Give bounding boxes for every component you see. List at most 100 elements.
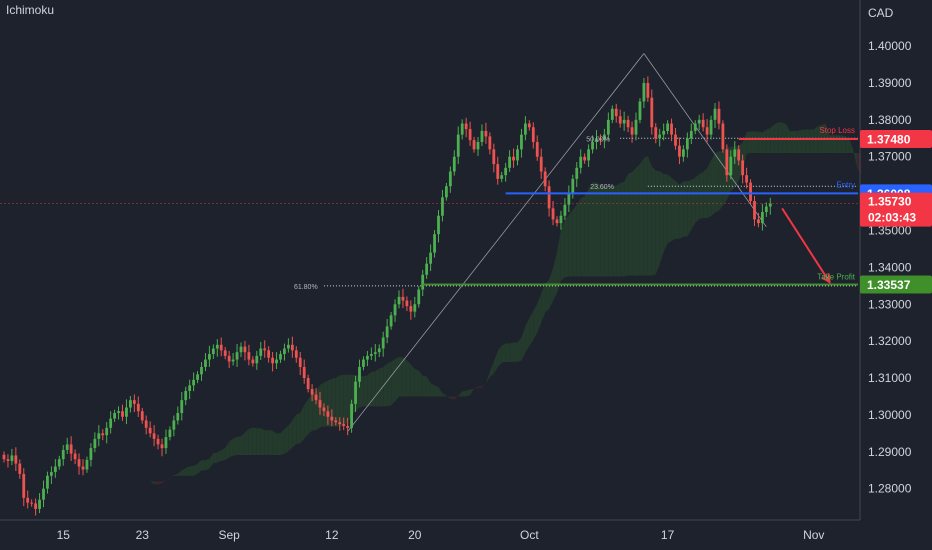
cloud-segment bbox=[667, 174, 672, 244]
cloud-segment bbox=[497, 345, 502, 368]
candle-body bbox=[255, 355, 259, 364]
candle-body bbox=[101, 433, 105, 436]
cloud-segment bbox=[687, 179, 692, 237]
candle-body bbox=[500, 175, 504, 179]
cloud-segment bbox=[485, 371, 490, 384]
candle-body bbox=[543, 171, 547, 187]
candle-body bbox=[342, 424, 346, 426]
cloud-segment bbox=[695, 173, 700, 223]
candle-body bbox=[30, 502, 34, 504]
candle-body bbox=[366, 355, 369, 360]
candle-body bbox=[417, 289, 421, 305]
price-tick-label: 1.33000 bbox=[868, 297, 912, 311]
cloud-segment bbox=[541, 283, 546, 323]
candle-body bbox=[377, 348, 381, 353]
cloud-segment bbox=[809, 129, 814, 154]
bar-countdown: 02:03:43 bbox=[868, 211, 916, 225]
candle-body bbox=[448, 171, 452, 187]
cloud-segment bbox=[600, 185, 605, 277]
candle-body bbox=[452, 156, 456, 172]
candle-body bbox=[330, 416, 334, 421]
candle-body bbox=[283, 348, 286, 355]
cloud-segment bbox=[177, 470, 182, 476]
candle-body bbox=[662, 130, 666, 135]
candle-body bbox=[65, 444, 69, 450]
cloud-segment bbox=[241, 432, 245, 455]
cloud-segment bbox=[845, 136, 850, 154]
candle-body bbox=[129, 400, 132, 408]
candle-body bbox=[42, 488, 45, 500]
time-axis[interactable]: 15 23 Sep 12 20 Oct 17 Nov bbox=[57, 528, 825, 542]
cloud-segment bbox=[189, 465, 194, 476]
candle-body bbox=[279, 354, 282, 360]
candle-body bbox=[476, 141, 480, 150]
fib-swing-line-down bbox=[643, 53, 767, 228]
stop-loss-label: Stop Loss bbox=[819, 126, 855, 135]
cloud-segment bbox=[331, 378, 336, 427]
candle-body bbox=[14, 455, 18, 464]
indicator-label[interactable]: Ichimoku bbox=[6, 3, 54, 17]
candle-body bbox=[259, 348, 263, 356]
cloud-segment bbox=[537, 293, 542, 333]
cloud-segment bbox=[466, 389, 471, 397]
candle-body bbox=[61, 449, 65, 460]
cloud-segment bbox=[659, 171, 664, 265]
candle-body bbox=[761, 212, 764, 224]
candle-body bbox=[50, 472, 53, 476]
candle-body bbox=[180, 400, 184, 414]
candle-body bbox=[211, 348, 215, 355]
candle-body bbox=[567, 193, 571, 205]
candle-body bbox=[267, 350, 271, 358]
candle-body bbox=[109, 418, 113, 428]
time-tick-label: 12 bbox=[325, 528, 339, 542]
cloud-segment bbox=[766, 127, 771, 154]
candle-body bbox=[531, 127, 535, 142]
cloud-segment bbox=[584, 188, 589, 277]
cloud-segment bbox=[173, 473, 178, 476]
candle-body bbox=[322, 407, 326, 412]
cloud-segment bbox=[193, 463, 198, 476]
cloud-segment bbox=[288, 420, 293, 452]
cloud-segment bbox=[533, 303, 538, 340]
cloud-segment bbox=[268, 430, 273, 455]
candle-body bbox=[753, 200, 756, 220]
cloud-segment bbox=[513, 342, 518, 362]
candle-body bbox=[595, 138, 598, 142]
time-tick-label: 15 bbox=[57, 528, 71, 542]
last-price-badge: 1.35730 02:03:43 bbox=[860, 192, 932, 227]
cloud-segment bbox=[418, 370, 423, 397]
cloud-segment bbox=[406, 360, 411, 397]
projection-arrowhead bbox=[821, 273, 831, 285]
cloud-segment bbox=[272, 430, 277, 455]
candle-body bbox=[192, 379, 195, 386]
cloud-segment bbox=[762, 129, 767, 154]
cloud-segment bbox=[545, 279, 550, 313]
candle-body bbox=[737, 149, 741, 161]
candle-body bbox=[117, 411, 120, 414]
candle-body bbox=[97, 433, 101, 439]
candle-body bbox=[275, 359, 278, 364]
cloud-segment bbox=[181, 467, 186, 476]
candle-body bbox=[93, 438, 97, 449]
cloud-segment bbox=[608, 186, 613, 277]
candle-body bbox=[389, 315, 393, 327]
candle-body bbox=[263, 348, 267, 351]
price-tick-label: 1.40000 bbox=[868, 39, 912, 53]
candle-body bbox=[764, 206, 768, 213]
cloud-segment bbox=[801, 129, 806, 154]
candle-body bbox=[369, 354, 373, 356]
candle-body bbox=[551, 208, 555, 220]
cloud-segment bbox=[260, 428, 265, 455]
candle-body bbox=[136, 403, 140, 412]
cloud-segment bbox=[632, 168, 636, 276]
cloud-segment bbox=[529, 310, 534, 347]
candle-body bbox=[697, 119, 701, 124]
candle-body bbox=[591, 141, 594, 150]
candle-body bbox=[358, 366, 361, 382]
cloud-segment bbox=[841, 135, 846, 154]
cloud-segment bbox=[560, 220, 565, 281]
cloud-segment bbox=[679, 181, 684, 239]
cloud-segment bbox=[794, 130, 798, 154]
